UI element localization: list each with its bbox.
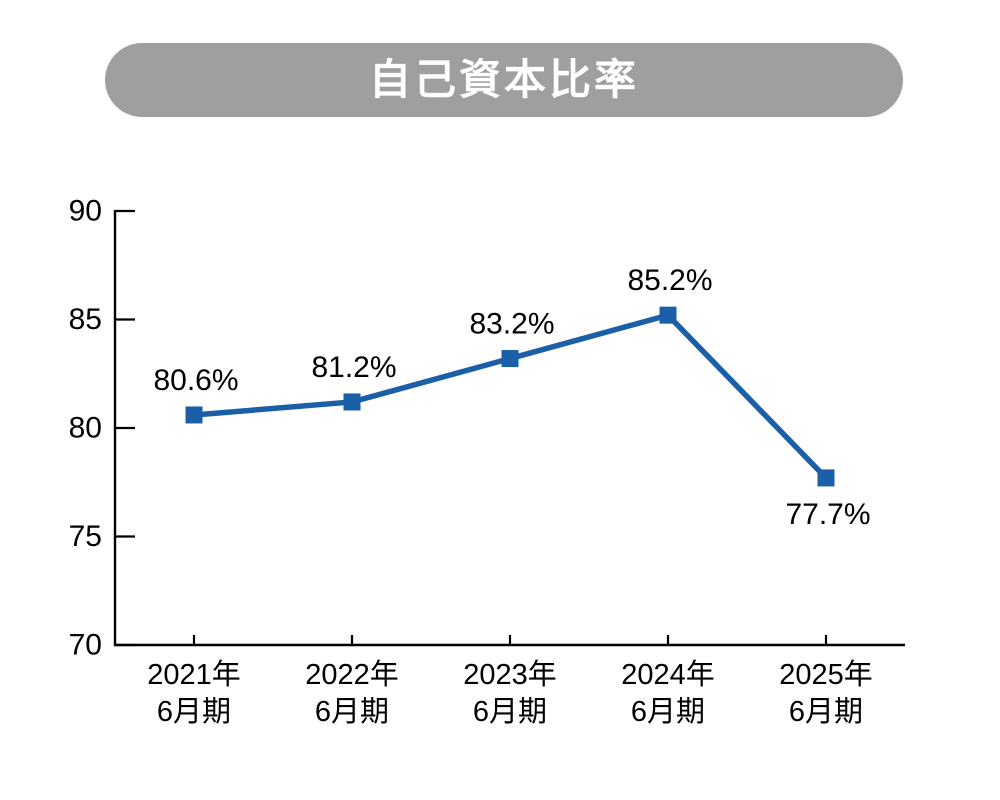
x-axis-tick-label: 2023年 6月期 [463, 658, 557, 728]
x-axis-tick-label: 2024年 6月期 [621, 658, 715, 728]
chart-title-pill: 自己資本比率 [105, 43, 903, 117]
x-axis-tick-label: 2025年 6月期 [779, 658, 873, 728]
data-point-label: 77.7% [785, 498, 870, 531]
data-point-marker [185, 406, 203, 424]
y-axis-tick-label: 90 [69, 195, 102, 228]
data-point-label: 85.2% [627, 264, 712, 297]
data-point-marker [659, 306, 677, 324]
y-axis-tick-label: 85 [69, 303, 102, 336]
chart-title: 自己資本比率 [368, 56, 639, 103]
data-point-marker [817, 469, 835, 487]
y-axis-tick-label: 70 [69, 629, 102, 662]
data-point-label: 80.6% [153, 364, 238, 397]
data-point-label: 83.2% [469, 308, 554, 341]
y-axis-tick-label: 75 [69, 520, 102, 553]
x-axis-tick-label: 2021年 6月期 [147, 658, 241, 728]
data-point-marker [501, 350, 519, 368]
data-point-marker [343, 393, 361, 411]
axis-line [113, 210, 905, 647]
data-point-label: 81.2% [311, 351, 396, 384]
y-axis-tick-label: 80 [69, 412, 102, 445]
x-axis-tick-label: 2022年 6月期 [305, 658, 399, 728]
